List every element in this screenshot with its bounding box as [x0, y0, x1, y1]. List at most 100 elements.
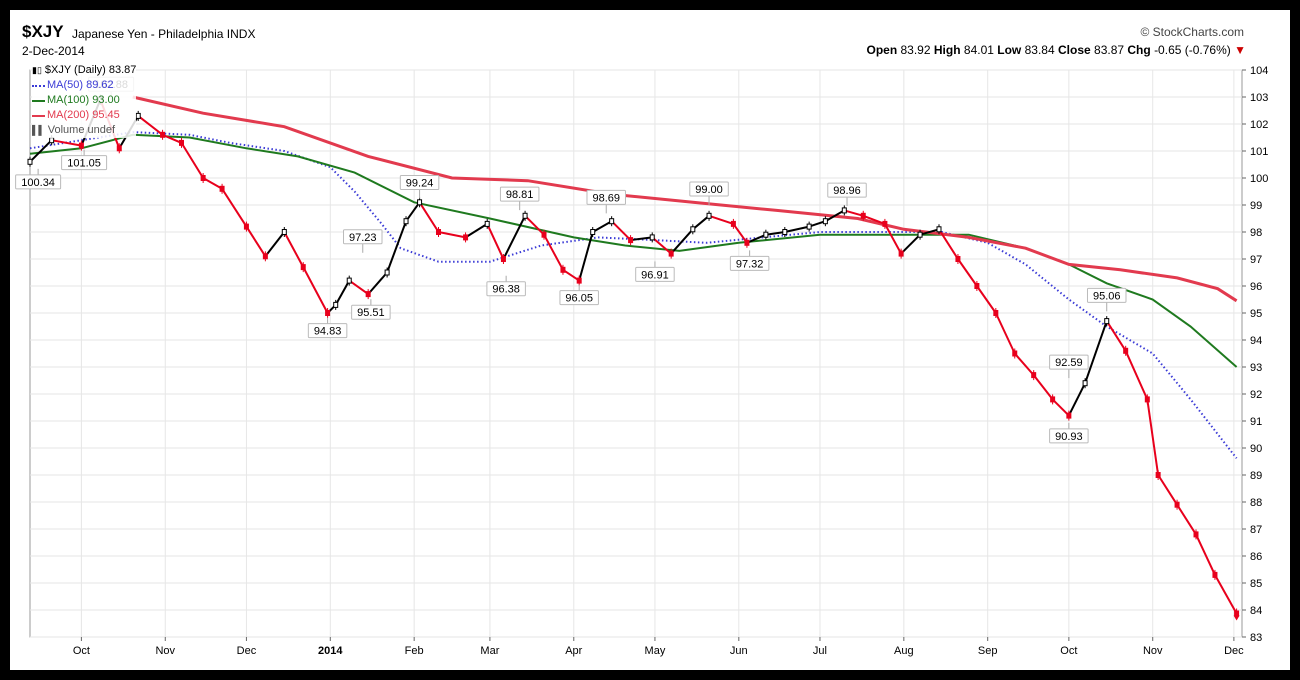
price-candle [49, 137, 55, 144]
change-value: -0.65 (-0.76%) [1154, 43, 1231, 57]
y-tick-label: 85 [1250, 578, 1262, 590]
price-candle [1234, 610, 1240, 617]
price-candle [463, 234, 469, 241]
chart-legend: ▮▯ $XJY (Daily) 83.87 MA(50) 89.62 MA(10… [32, 63, 137, 138]
price-candle [706, 212, 712, 219]
price-candle [782, 229, 788, 235]
price-candle [179, 139, 184, 146]
price-candle [649, 234, 655, 241]
x-tick-label: Feb [405, 645, 424, 657]
price-candle [384, 269, 390, 276]
price-candle [1082, 380, 1088, 387]
price-segment [692, 215, 710, 231]
annotation-label: 90.93 [1055, 431, 1083, 443]
candle-icon: ▮▯ [32, 65, 42, 75]
annotation-box [307, 323, 348, 339]
price-segment [1157, 474, 1178, 506]
annotation-label: 99.24 [406, 178, 434, 190]
annotation-box [486, 281, 526, 297]
y-tick-label: 87 [1250, 524, 1262, 536]
price-candle [1193, 531, 1199, 538]
y-tick-label: 102 [1250, 119, 1268, 131]
price-segment [670, 228, 694, 255]
price-candle [484, 220, 490, 227]
low-label: Low [997, 43, 1022, 57]
price-candle [1066, 412, 1072, 419]
close-value: 83.87 [1094, 43, 1125, 57]
price-segment [334, 280, 351, 306]
x-tick-label: Nov [1143, 645, 1163, 657]
price-candle [333, 301, 339, 308]
price-candle [690, 226, 696, 233]
price-candle [974, 283, 980, 289]
annotation-box [343, 229, 383, 245]
price-candle [993, 310, 999, 316]
price-candle [590, 229, 596, 235]
price-segment [1105, 320, 1127, 352]
annotation-label: 97.32 [736, 258, 764, 270]
price-segment [884, 223, 903, 255]
price-candle [346, 277, 352, 284]
price-candle [1144, 396, 1150, 403]
annotation-box [61, 155, 108, 171]
x-tick-label: Apr [565, 645, 582, 657]
x-tick-label: Dec [1224, 645, 1244, 657]
price-segment [543, 234, 564, 271]
price-segment [245, 226, 267, 257]
annotation-label: 96.91 [641, 269, 669, 281]
y-tick-label: 83 [1250, 632, 1262, 644]
annotation-box [1049, 428, 1089, 444]
annotation-label: 97.23 [349, 232, 377, 244]
price-candle [417, 199, 423, 206]
annotation-box [729, 255, 770, 271]
legend-ma200: MA(200) 95.45 [32, 108, 136, 123]
price-segment [386, 220, 407, 273]
price-candle [365, 291, 371, 298]
price-segment [264, 231, 286, 257]
x-tick-label: Nov [155, 645, 175, 657]
x-tick-label: Oct [1060, 645, 1077, 657]
ohlc-summary: Open 83.92 High 84.01 Low 83.84 Close 83… [866, 43, 1246, 57]
y-tick-label: 96 [1250, 281, 1262, 293]
annotation-box [827, 182, 867, 198]
price-segment [1195, 533, 1216, 576]
annotation-box [689, 181, 729, 197]
legend-volume-label: Volume undef [47, 124, 116, 136]
y-tick-label: 104 [1250, 65, 1268, 77]
price-segment [976, 285, 997, 314]
price-candle [1174, 501, 1180, 508]
price-candle [522, 212, 528, 219]
y-tick-label: 98 [1250, 227, 1262, 239]
price-candle [1155, 472, 1161, 478]
price-segment [465, 223, 488, 239]
price-candle [1104, 318, 1110, 325]
price-segment [630, 236, 653, 242]
change-label: Chg [1127, 43, 1151, 57]
annotation-label: 98.69 [592, 192, 620, 204]
price-candle [160, 131, 166, 138]
plot-area [29, 69, 1243, 638]
price-segment [844, 209, 864, 217]
annotation-label: 96.05 [565, 293, 593, 305]
price-candle [243, 223, 249, 230]
annotation-box [635, 266, 675, 282]
y-tick-label: 92 [1250, 389, 1262, 401]
price-candle [822, 218, 828, 225]
annotation-label: 95.51 [357, 307, 385, 319]
y-tick-label: 95 [1250, 308, 1262, 320]
y-tick-label: 93 [1250, 362, 1262, 374]
annotation-box [1086, 287, 1127, 303]
annotation-label: 98.96 [833, 185, 861, 197]
price-candle [281, 229, 287, 235]
legend-volume: ▌▌ Volume undef [32, 123, 136, 138]
price-segment [994, 312, 1016, 354]
legend-ma50: MA(50) 89.62 [32, 78, 136, 93]
price-segment [29, 139, 53, 163]
source-credit: © StockCharts.com [1140, 25, 1244, 39]
high-label: High [933, 43, 961, 57]
x-tick-label: May [645, 645, 666, 657]
annotation-label: 99.00 [695, 184, 723, 196]
y-tick-label: 103 [1250, 92, 1268, 104]
price-segment [765, 231, 785, 236]
price-candle [609, 218, 615, 225]
